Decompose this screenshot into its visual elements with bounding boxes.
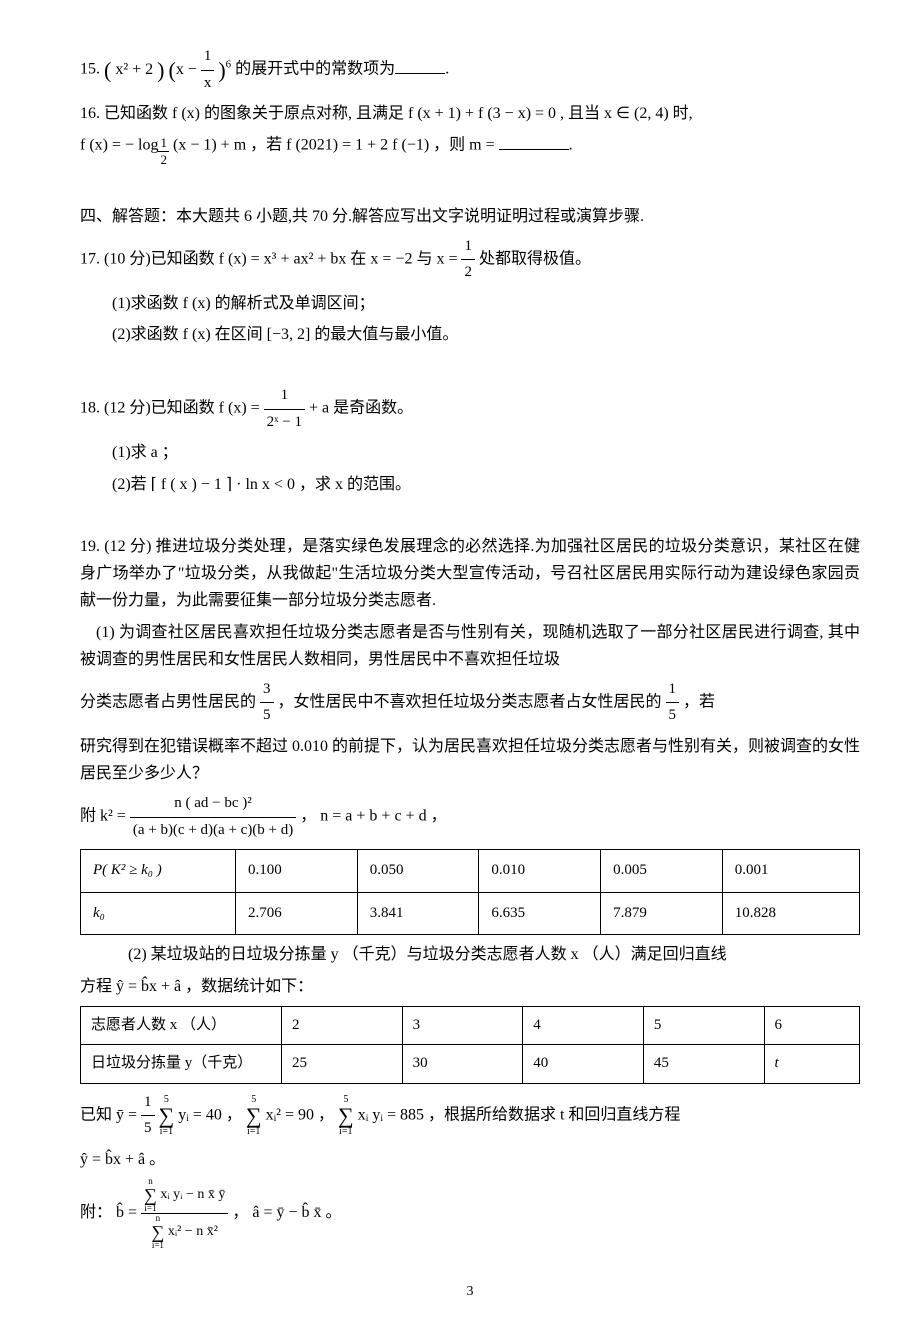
k2-formula: 附 k² = n ( ad − bc )²(a + b)(c + d)(a + … [80, 791, 860, 843]
fraction: 12ˣ − 1 [264, 383, 305, 435]
section-4-heading: 四、解答题：本大题共 6 小题,共 70 分.解答应写出文字说明证明过程或演算步… [80, 203, 860, 230]
question-19: 19. (12 分) 推进垃圾分类处理，是落实绿色发展理念的必然选择.为加强社区… [80, 533, 860, 615]
q19-part2a: (2) 某垃圾站的日垃圾分拣量 y （千克）与垃圾分类志愿者人数 x （人）满足… [80, 941, 860, 968]
table-row: P( K² ≥ k₀ ) 0.100 0.050 0.010 0.005 0.0… [81, 850, 860, 893]
question-15: 15. ( x² + 2 ) (x − 1x )6 的展开式中的常数项为. [80, 44, 860, 96]
q19-known: 已知 ȳ = 15 5 ∑ i=1 yᵢ = 40 ， 5 ∑ i=1 xᵢ² … [80, 1090, 860, 1142]
q19-eq: ŷ = b̂x + â 。 [80, 1146, 860, 1173]
fraction: 12 [461, 234, 475, 286]
q18-part1: (1)求 a ； [80, 439, 860, 466]
question-18: 18. (12 分)已知函数 f (x) = 12ˣ − 1 + a 是奇函数。 [80, 383, 860, 435]
q-num: 16. [80, 105, 100, 122]
blank [395, 55, 445, 74]
regression-data-table: 志愿者人数 x （人） 2 3 4 5 6 日垃圾分拣量 y（千克） 25 30… [80, 1006, 860, 1084]
blank [499, 131, 569, 150]
table-row: 志愿者人数 x （人） 2 3 4 5 6 [81, 1006, 860, 1045]
question-16: 16. 已知函数 f (x) 的图象关于原点对称, 且满足 f (x + 1) … [80, 100, 860, 127]
table-row: 日垃圾分拣量 y（千克） 25 30 40 45 t [81, 1045, 860, 1084]
page-number: 3 [80, 1280, 860, 1304]
question-16-line2: f (x) = − log12 (x − 1) + m ，若 f (2021) … [80, 131, 860, 167]
q17-part1: (1)求函数 f (x) 的解析式及单调区间； [80, 290, 860, 317]
table-row: k₀ 2.706 3.841 6.635 7.879 10.828 [81, 892, 860, 935]
q18-part2: (2)若 ⌈ f ( x ) − 1 ⌉ · ln x < 0 ，求 x 的范围… [80, 471, 860, 498]
q19-part1a: (1) 为调查社区居民喜欢担任垃圾分类志愿者是否与性别有关，现随机选取了一部分社… [80, 619, 860, 673]
chi-square-table: P( K² ≥ k₀ ) 0.100 0.050 0.010 0.005 0.0… [80, 849, 860, 935]
q19-part2b: 方程 ŷ = b̂x + â ，数据统计如下： [80, 973, 860, 1000]
fraction: 1x [201, 44, 215, 96]
q19-part1c: 研究得到在犯错误概率不超过 0.010 的前提下，认为居民喜欢担任垃圾分类志愿者… [80, 733, 860, 787]
q19-part1b: 分类志愿者占男性居民的 35 ，女性居民中不喜欢担任垃圾分类志愿者占女性居民的 … [80, 677, 860, 729]
q19-appendix: 附： b̂ = n ∑ i=1 xᵢ yᵢ − n x̄ ȳ n ∑ i=1 x… [80, 1177, 860, 1250]
q17-part2: (2)求函数 f (x) 在区间 [−3, 2] 的最大值与最小值。 [80, 321, 860, 348]
q-num: 15. [80, 61, 100, 78]
question-17: 17. (10 分)已知函数 f (x) = x³ + ax² + bx 在 x… [80, 234, 860, 286]
